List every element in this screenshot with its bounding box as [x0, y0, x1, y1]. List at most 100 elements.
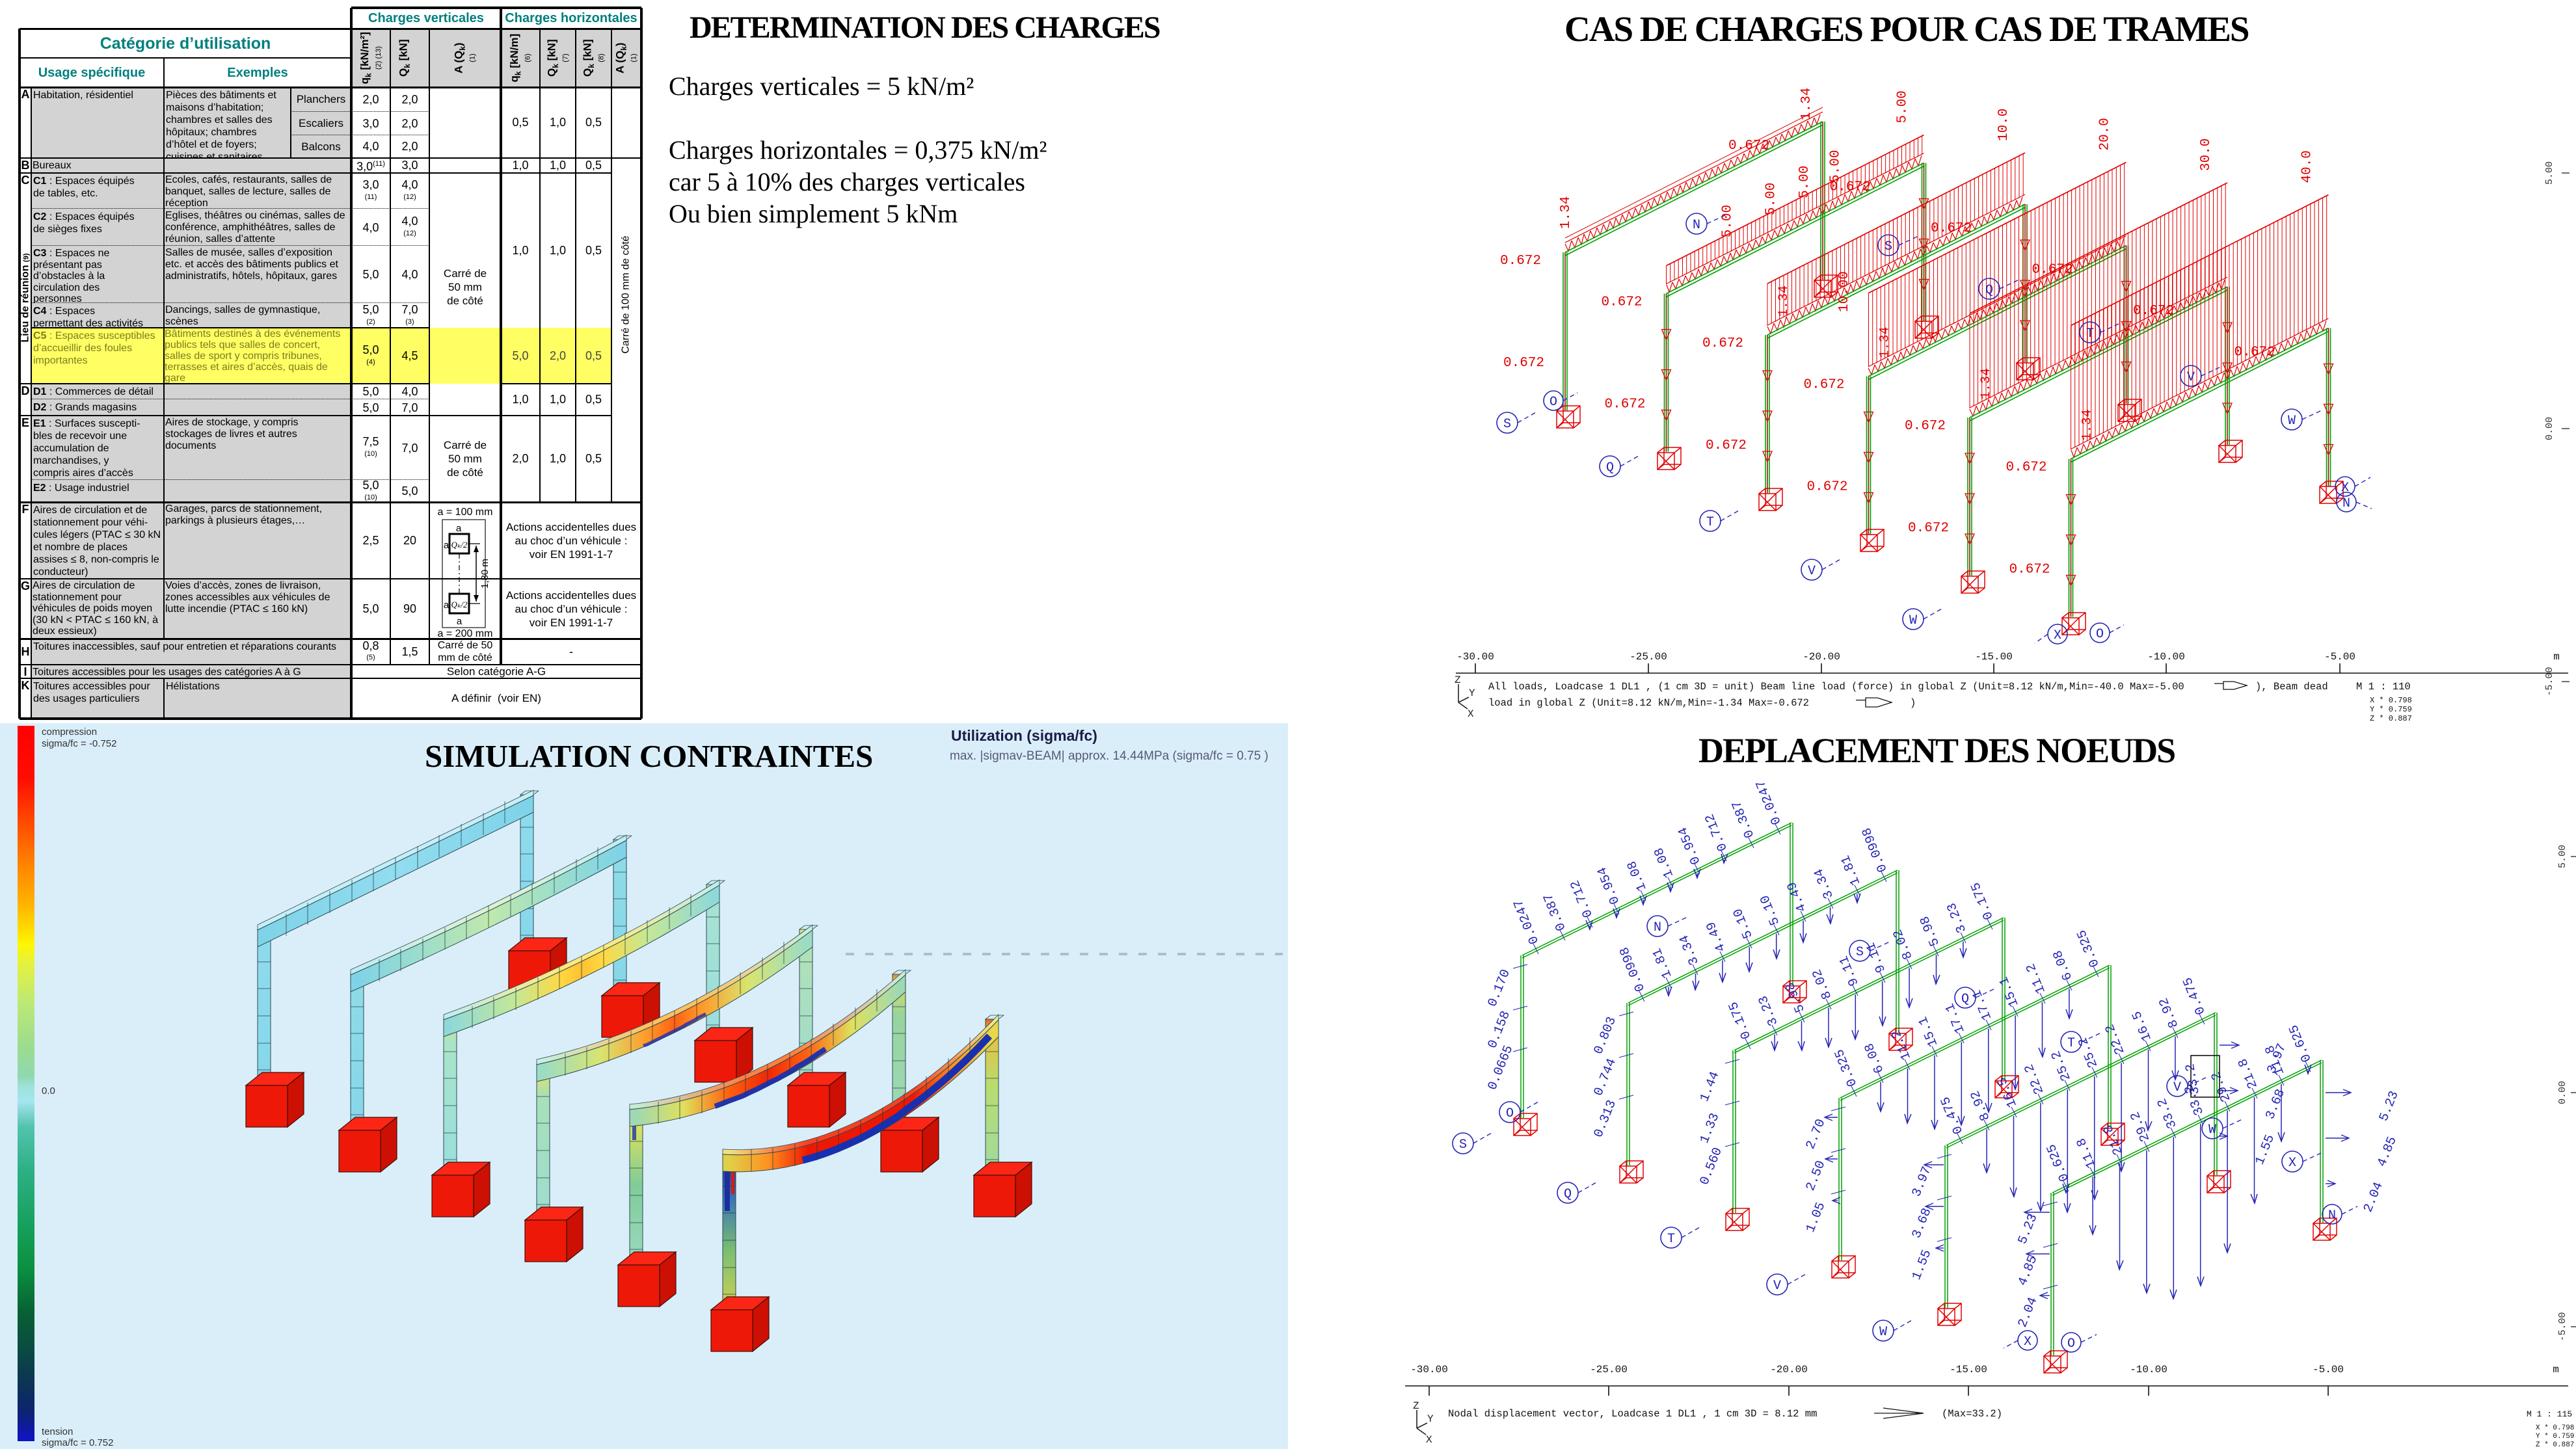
svg-text:0.672: 0.672: [2009, 563, 2050, 578]
svg-text:Qₖ/2: Qₖ/2: [451, 600, 468, 609]
svg-text:5.23: 5.23: [2015, 1212, 2041, 1246]
svg-text:0.0998: 0.0998: [1617, 944, 1648, 993]
svg-text:4.49: 4.49: [1704, 919, 1729, 953]
svg-text:-25.00: -25.00: [1630, 651, 1667, 663]
svg-text:1.81: 1.81: [1838, 853, 1864, 887]
svg-text:N: N: [1693, 218, 1700, 233]
svg-text:Nodal displacement vector, Loa: Nodal displacement vector, Loadcase 1 DL…: [1448, 1408, 1817, 1420]
svg-text:T: T: [2067, 1036, 2075, 1051]
svg-text:3.68: 3.68: [1909, 1206, 1935, 1240]
svg-text:0.387: 0.387: [1730, 798, 1758, 840]
svg-text:a: a: [444, 540, 449, 551]
svg-text:2.70: 2.70: [1803, 1117, 1829, 1151]
svg-text:3.68: 3.68: [2263, 1087, 2288, 1121]
svg-text:-30.00: -30.00: [1456, 651, 1494, 663]
svg-text:O: O: [1550, 395, 1557, 410]
svg-text:22.2: 22.2: [2102, 1022, 2128, 1056]
svg-text:0.475: 0.475: [2180, 975, 2209, 1017]
svg-text:M 1 : 110: M 1 : 110: [2356, 681, 2411, 693]
svg-text:2.50: 2.50: [1803, 1158, 1829, 1193]
svg-text:S: S: [1503, 417, 1511, 432]
svg-text:0.672: 0.672: [1500, 254, 1541, 269]
svg-text:W: W: [2288, 414, 2296, 429]
svg-text:1.34: 1.34: [2080, 409, 2095, 440]
svg-text:5.00: 5.00: [2557, 845, 2568, 868]
svg-text:Y: Y: [1469, 687, 1475, 699]
svg-text:-5.00: -5.00: [2544, 667, 2555, 696]
svg-text:a: a: [457, 616, 463, 627]
svg-text:6.08: 6.08: [2050, 948, 2076, 982]
svg-text:1.34: 1.34: [1979, 368, 1994, 399]
svg-text:11.8: 11.8: [2074, 1136, 2099, 1170]
svg-text:1.44: 1.44: [1697, 1069, 1723, 1104]
svg-text:40.0: 40.0: [2300, 150, 2315, 183]
svg-text:1.34: 1.34: [1799, 88, 1814, 120]
svg-text:3.23: 3.23: [1944, 900, 1970, 935]
svg-text:tension: tension: [42, 1426, 73, 1437]
svg-text:0.00: 0.00: [2557, 1081, 2568, 1104]
svg-text:compression: compression: [42, 726, 97, 738]
svg-text:O: O: [2096, 627, 2104, 642]
svg-text:X: X: [2054, 628, 2061, 643]
svg-text:20.0: 20.0: [2098, 118, 2113, 150]
svg-text:0.672: 0.672: [2234, 345, 2275, 360]
svg-text:10.00: 10.00: [1837, 271, 1852, 312]
svg-text:0.475: 0.475: [1938, 1095, 1966, 1136]
svg-text:0.672: 0.672: [1830, 180, 1871, 195]
svg-text:17.1: 17.1: [1970, 988, 1995, 1022]
svg-text:5.00: 5.00: [1896, 90, 1911, 123]
svg-text:Q: Q: [1564, 1187, 1572, 1202]
svg-text:-30.00: -30.00: [1410, 1364, 1448, 1376]
svg-text:S: S: [1856, 945, 1864, 960]
svg-text:a = 100 mm: a = 100 mm: [438, 507, 493, 518]
svg-text:0.00: 0.00: [2544, 417, 2555, 440]
svg-text:0.313: 0.313: [1591, 1098, 1620, 1139]
svg-text:0.158: 0.158: [1485, 1009, 1514, 1050]
svg-text:0.672: 0.672: [1706, 438, 1747, 453]
svg-text:0.712: 0.712: [1568, 878, 1596, 920]
svg-text:5.10: 5.10: [1758, 893, 1783, 927]
svg-text:sigma/fc = -0.752: sigma/fc = -0.752: [42, 738, 116, 749]
svg-text:25.2: 25.2: [2048, 1048, 2074, 1083]
svg-text:0.672: 0.672: [1702, 336, 1743, 351]
svg-text:N: N: [1654, 920, 1661, 935]
svg-text:): ): [1910, 697, 1916, 709]
svg-text:-5.00: -5.00: [2313, 1364, 2344, 1376]
svg-text:max. |sigmav-BEAM| approx. 14.: max. |sigmav-BEAM| approx. 14.44MPa (sig…: [950, 749, 1268, 763]
svg-text:0.0247: 0.0247: [1511, 897, 1542, 946]
svg-text:0.803: 0.803: [1591, 1015, 1620, 1056]
svg-text:3.23: 3.23: [1756, 993, 1781, 1028]
svg-text:0.175: 0.175: [1726, 1000, 1754, 1041]
svg-text:5.00: 5.00: [1764, 183, 1779, 215]
svg-text:Q: Q: [1961, 992, 1969, 1007]
svg-text:0.625: 0.625: [2044, 1142, 2073, 1184]
svg-text:m: m: [2553, 1364, 2559, 1376]
svg-text:5.98: 5.98: [1918, 914, 1943, 948]
svg-text:Z: Z: [1455, 674, 1461, 686]
svg-text:-5.00: -5.00: [2324, 651, 2355, 663]
svg-text:0.672: 0.672: [2006, 460, 2047, 475]
svg-text:0.672: 0.672: [1804, 378, 1845, 393]
svg-text:29.2: 29.2: [2208, 1069, 2234, 1104]
svg-text:Z * 0.887: Z * 0.887: [2370, 714, 2412, 723]
svg-text:3.34: 3.34: [1677, 933, 1702, 967]
svg-text:sigma/fc = 0.752: sigma/fc = 0.752: [42, 1437, 113, 1448]
svg-text:X * 0.798: X * 0.798: [2536, 1424, 2574, 1432]
svg-text:22.2: 22.2: [2022, 1061, 2047, 1096]
svg-text:0.560: 0.560: [1697, 1145, 1726, 1187]
svg-text:0.954: 0.954: [1676, 825, 1704, 866]
svg-text:-15.00: -15.00: [1975, 651, 2013, 663]
svg-text:0.0665: 0.0665: [1485, 1043, 1516, 1092]
svg-text:0.387: 0.387: [1541, 891, 1570, 933]
svg-text:15.1: 15.1: [1916, 1014, 1941, 1048]
svg-text:1.08: 1.08: [1652, 845, 1677, 880]
svg-text:1,80 m: 1,80 m: [479, 559, 490, 589]
svg-text:S: S: [1885, 239, 1892, 254]
svg-text:8.92: 8.92: [2156, 995, 2182, 1030]
svg-text:0.325: 0.325: [2074, 927, 2103, 969]
svg-text:V: V: [1808, 564, 1816, 579]
svg-text:0.744: 0.744: [1591, 1056, 1620, 1098]
svg-text:1.34: 1.34: [1777, 286, 1791, 317]
svg-text:4.85: 4.85: [2375, 1134, 2400, 1169]
svg-text:0.672: 0.672: [1605, 397, 1646, 412]
